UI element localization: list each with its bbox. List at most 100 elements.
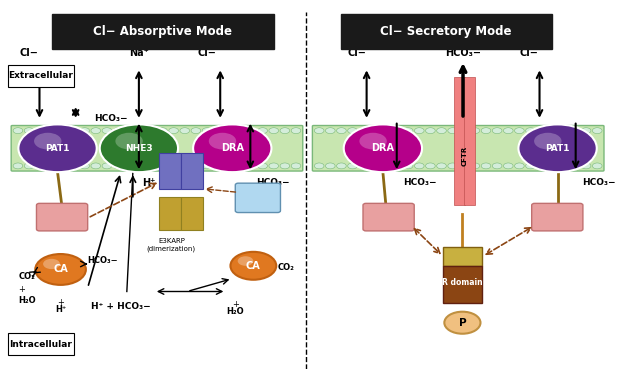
Text: Na⁺: Na⁺ <box>129 48 149 58</box>
Circle shape <box>124 128 134 134</box>
Circle shape <box>213 128 223 134</box>
Circle shape <box>503 128 513 134</box>
FancyBboxPatch shape <box>11 125 303 171</box>
Text: Cl− Secretory Mode: Cl− Secretory Mode <box>381 25 512 38</box>
Circle shape <box>448 128 457 134</box>
Circle shape <box>425 163 435 169</box>
FancyBboxPatch shape <box>363 204 414 231</box>
Circle shape <box>360 133 387 149</box>
Text: PDZ1: PDZ1 <box>162 169 178 174</box>
Circle shape <box>102 128 112 134</box>
Circle shape <box>258 163 267 169</box>
FancyBboxPatch shape <box>52 14 274 49</box>
Circle shape <box>570 128 580 134</box>
Circle shape <box>425 128 435 134</box>
Text: Intracellular: Intracellular <box>9 340 72 349</box>
Circle shape <box>80 163 90 169</box>
Circle shape <box>100 124 178 172</box>
Circle shape <box>280 163 290 169</box>
FancyBboxPatch shape <box>7 333 75 355</box>
Circle shape <box>592 163 602 169</box>
Circle shape <box>359 163 368 169</box>
Circle shape <box>370 163 379 169</box>
Circle shape <box>437 128 447 134</box>
FancyBboxPatch shape <box>181 153 203 189</box>
Circle shape <box>325 163 335 169</box>
Circle shape <box>147 163 156 169</box>
Text: STAS
Domain: STAS Domain <box>373 211 403 223</box>
Text: CO₂: CO₂ <box>19 272 35 281</box>
Text: HCO₃−: HCO₃− <box>88 256 118 265</box>
Circle shape <box>337 128 346 134</box>
Circle shape <box>503 163 513 169</box>
Circle shape <box>403 128 413 134</box>
Circle shape <box>258 128 267 134</box>
Circle shape <box>19 124 96 172</box>
Text: DRA: DRA <box>221 143 244 153</box>
FancyBboxPatch shape <box>235 183 281 212</box>
FancyBboxPatch shape <box>159 197 181 230</box>
Text: CA: CA <box>246 261 261 271</box>
FancyBboxPatch shape <box>159 153 181 189</box>
Circle shape <box>191 128 201 134</box>
Circle shape <box>180 163 190 169</box>
Circle shape <box>403 163 413 169</box>
Text: Cl−: Cl− <box>198 48 216 58</box>
Circle shape <box>225 163 234 169</box>
Circle shape <box>147 128 156 134</box>
Circle shape <box>526 128 536 134</box>
Text: H₂O: H₂O <box>19 296 36 305</box>
Text: Cl−: Cl− <box>20 48 39 58</box>
Circle shape <box>43 259 60 269</box>
Circle shape <box>291 163 301 169</box>
Circle shape <box>24 128 34 134</box>
Circle shape <box>35 254 86 285</box>
Circle shape <box>231 252 276 280</box>
Circle shape <box>269 128 279 134</box>
Circle shape <box>582 163 591 169</box>
Text: P: P <box>458 318 466 328</box>
Circle shape <box>113 128 123 134</box>
Circle shape <box>414 163 424 169</box>
Text: HCO₃−: HCO₃− <box>582 178 615 186</box>
Text: Cl− Absorptive Mode: Cl− Absorptive Mode <box>93 25 233 38</box>
FancyBboxPatch shape <box>7 64 75 87</box>
Text: HCO₃−: HCO₃− <box>94 114 128 124</box>
Text: PAT1: PAT1 <box>45 144 70 153</box>
Circle shape <box>202 163 212 169</box>
Circle shape <box>392 163 402 169</box>
Circle shape <box>381 163 391 169</box>
Circle shape <box>280 128 290 134</box>
Circle shape <box>448 163 457 169</box>
FancyBboxPatch shape <box>532 204 583 231</box>
Text: PAT1: PAT1 <box>545 144 570 153</box>
Text: CO₂: CO₂ <box>277 263 294 272</box>
Circle shape <box>582 128 591 134</box>
Circle shape <box>537 163 546 169</box>
Circle shape <box>291 128 301 134</box>
Circle shape <box>136 128 145 134</box>
Circle shape <box>225 128 234 134</box>
Circle shape <box>592 128 602 134</box>
Circle shape <box>236 128 245 134</box>
Circle shape <box>269 163 279 169</box>
Circle shape <box>35 128 45 134</box>
Text: R domain: R domain <box>442 278 483 287</box>
Circle shape <box>359 128 368 134</box>
Text: CA: CA <box>53 265 68 275</box>
Text: H⁺: H⁺ <box>55 305 66 314</box>
Circle shape <box>209 133 236 149</box>
Text: Cl−: Cl− <box>348 48 366 58</box>
Circle shape <box>58 128 67 134</box>
Circle shape <box>348 163 358 169</box>
Circle shape <box>481 163 491 169</box>
Text: +: + <box>57 298 64 307</box>
Circle shape <box>47 163 56 169</box>
FancyBboxPatch shape <box>312 125 604 171</box>
Circle shape <box>202 128 212 134</box>
Circle shape <box>47 128 56 134</box>
Text: PDZ2: PDZ2 <box>183 169 200 174</box>
Bar <box>454 77 465 205</box>
Text: DRA: DRA <box>371 143 394 153</box>
Circle shape <box>247 128 256 134</box>
